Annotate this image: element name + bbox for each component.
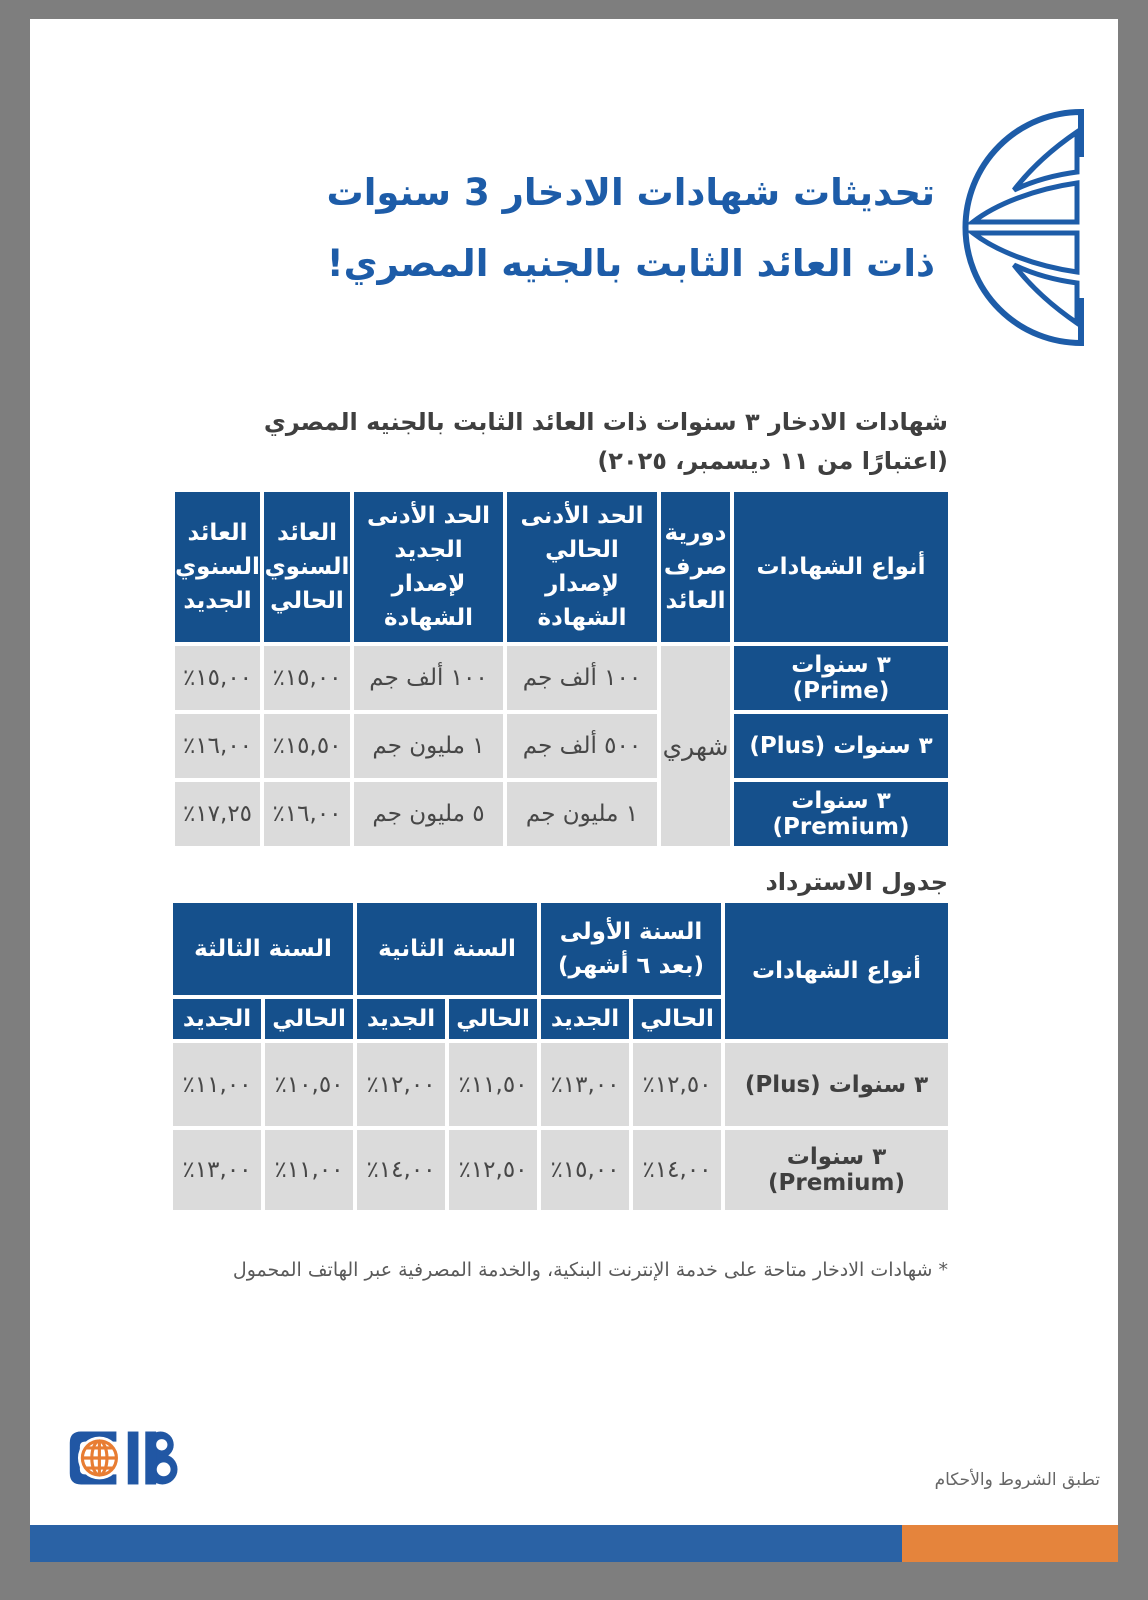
redeem-premium-y3-current: ٪١١,٠٠: [265, 1130, 353, 1210]
logo-letter-i: [127, 1431, 139, 1485]
min-new-prime: ١٠٠ ألف جم: [354, 646, 503, 710]
redeem-plus-y1-new: ٪١٣,٠٠: [541, 1043, 629, 1126]
redeem-subheader-y2-new: الجديد: [357, 999, 445, 1039]
rates-header-frequency: دورية صرف العائد: [661, 492, 730, 642]
footer-bar-blue: [30, 1525, 902, 1562]
redeem-subheader-y1-current: الحالي: [633, 999, 721, 1039]
poster-page: تحديثات شهادات الادخار 3 سنوات ذات العائ…: [30, 19, 1118, 1562]
redeem-header-year2: السنة الثانية: [357, 903, 537, 995]
redeem-premium-y2-current: ٪١٢,٥٠: [449, 1130, 537, 1210]
rate-current-plus: ٪١٥,٥٠: [264, 714, 350, 778]
rates-subtitle-line1: شهادات الادخار ٣ سنوات ذات العائد الثابت…: [263, 408, 948, 436]
rate-current-premium: ٪١٦,٠٠: [264, 782, 350, 846]
logo-globe-icon: [80, 1439, 118, 1477]
min-current-premium: ١ مليون جم: [507, 782, 657, 846]
redeem-subheader-y3-current: الحالي: [265, 999, 353, 1039]
rates-header-min-new: الحد الأدنى الجديد لإصدار الشهادة: [354, 492, 503, 642]
redeem-plus-y3-current: ٪١٠,٥٠: [265, 1043, 353, 1126]
redeem-premium-y2-new: ٪١٤,٠٠: [357, 1130, 445, 1210]
half-globe-icon: [962, 108, 1084, 347]
availability-footnote: * شهادات الادخار متاحة على خدمة الإنترنت…: [232, 1259, 948, 1281]
rates-header-types: أنواع الشهادات: [734, 492, 948, 642]
redeem-plus-y2-current: ٪١١,٥٠: [449, 1043, 537, 1126]
min-new-plus: ١ مليون جم: [354, 714, 503, 778]
rate-new-prime: ٪١٥,٠٠: [175, 646, 260, 710]
rates-subtitle: شهادات الادخار ٣ سنوات ذات العائد الثابت…: [264, 403, 948, 481]
redeem-header-types: أنواع الشهادات: [725, 903, 948, 1039]
redeem-plus-y2-new: ٪١٢,٠٠: [357, 1043, 445, 1126]
rates-header-min-current: الحد الأدنى الحالي لإصدار الشهادة: [507, 492, 657, 642]
redeem-subheader-y1-new: الجديد: [541, 999, 629, 1039]
redeem-subheader-y2-current: الحالي: [449, 999, 537, 1039]
certificate-type-premium: ٣ سنوات (Premium): [734, 782, 948, 846]
payout-frequency-value: شهري: [661, 646, 730, 846]
page-title-line1: تحديثات شهادات الادخار 3 سنوات: [326, 171, 935, 214]
rates-header-rate-new: العائد السنوي الجديد: [175, 492, 260, 642]
rates-subtitle-line2: (اعتبارًا من ١١ ديسمبر، ٢٠٢٥): [597, 447, 948, 475]
redeem-header-year1: السنة الأولى (بعد ٦ أشهر): [541, 903, 721, 995]
redeem-subheader-y3-new: الجديد: [173, 999, 261, 1039]
min-current-plus: ٥٠٠ ألف جم: [507, 714, 657, 778]
cib-logo: [69, 1431, 178, 1485]
redeem-header-year3: السنة الثالثة: [173, 903, 353, 995]
redeem-plus-y3-new: ٪١١,٠٠: [173, 1043, 261, 1126]
terms-note: تطبق الشروط والأحكام: [934, 1470, 1100, 1490]
redeem-premium-y1-current: ٪١٤,٠٠: [633, 1130, 721, 1210]
min-new-premium: ٥ مليون جم: [354, 782, 503, 846]
min-current-prime: ١٠٠ ألف جم: [507, 646, 657, 710]
redeem-type-plus: ٣ سنوات (Plus): [725, 1043, 948, 1126]
footer-bar-orange: [902, 1525, 1118, 1562]
page-title-line2: ذات العائد الثابت بالجنيه المصري!: [326, 242, 935, 285]
certificate-type-plus: ٣ سنوات (Plus): [734, 714, 948, 778]
redeem-premium-y1-new: ٪١٥,٠٠: [541, 1130, 629, 1210]
certificate-type-prime: ٣ سنوات (Prime): [734, 646, 948, 710]
redemption-title: جدول الاسترداد: [765, 868, 948, 896]
redeem-type-premium: ٣ سنوات (Premium): [725, 1130, 948, 1210]
rates-header-rate-current: العائد السنوي الحالي: [264, 492, 350, 642]
rate-new-premium: ٪١٧,٢٥: [175, 782, 260, 846]
redeem-premium-y3-new: ٪١٣,٠٠: [173, 1130, 261, 1210]
logo-letter-b: [145, 1431, 178, 1485]
rates-table: أنواع الشهادات دورية صرف العائد الحد الأ…: [175, 492, 948, 846]
redemption-table: أنواع الشهادات السنة الأولى (بعد ٦ أشهر)…: [173, 903, 948, 1210]
page-title: تحديثات شهادات الادخار 3 سنوات ذات العائ…: [327, 157, 935, 299]
redeem-plus-y1-current: ٪١٢,٥٠: [633, 1043, 721, 1126]
rate-current-prime: ٪١٥,٠٠: [264, 646, 350, 710]
rate-new-plus: ٪١٦,٠٠: [175, 714, 260, 778]
